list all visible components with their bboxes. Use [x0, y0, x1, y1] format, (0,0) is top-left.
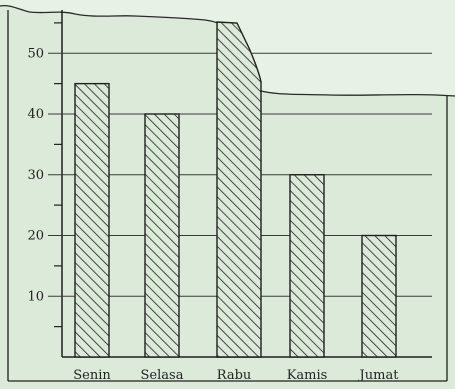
x-tick-label-jumat: Jumat — [358, 368, 400, 383]
bar-jumat — [361, 234, 397, 358]
y-tick-label-20: 20 — [27, 229, 44, 244]
x-tick-label-kamis: Kamis — [287, 368, 328, 383]
bar-kamis — [289, 174, 325, 358]
torn-paper-edge — [0, 0, 455, 96]
x-tick-label-selasa: Selasa — [141, 368, 184, 383]
x-tick-label-rabu: Rabu — [217, 368, 252, 383]
x-tick-label-senin: Senin — [73, 368, 111, 383]
bar-selasa — [144, 113, 180, 358]
torn-paper-outline — [0, 4, 455, 97]
y-tick-label-50: 50 — [27, 46, 44, 61]
bar-senin — [74, 82, 110, 358]
y-tick-label-10: 10 — [27, 289, 44, 304]
y-tick-label-30: 30 — [27, 168, 44, 183]
bar-rabu — [216, 21, 262, 358]
y-tick-label-40: 40 — [27, 107, 44, 122]
